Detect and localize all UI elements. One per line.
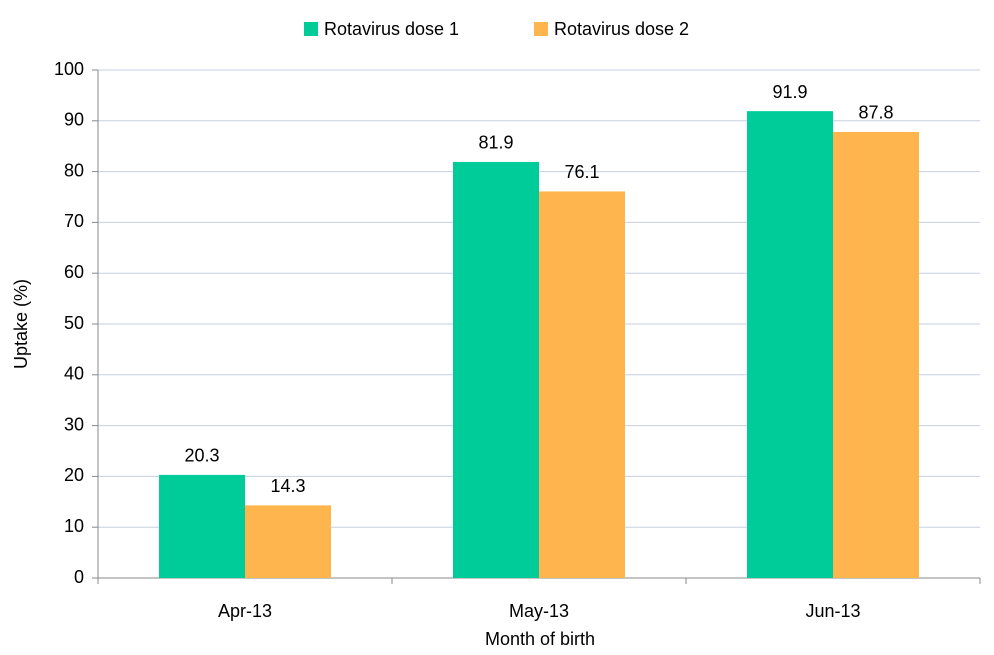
x-axis-label: Month of birth [485,629,595,649]
legend-swatch [304,22,318,36]
legend-label: Rotavirus dose 2 [554,19,689,39]
x-tick-label: Jun-13 [805,601,860,621]
y-tick-label: 60 [64,262,84,282]
y-tick-label: 30 [64,414,84,434]
bar [245,505,331,578]
y-tick-label: 40 [64,364,84,384]
y-tick-label: 80 [64,160,84,180]
data-label: 81.9 [478,133,513,153]
data-label: 91.9 [772,82,807,102]
data-label: 14.3 [270,476,305,496]
bar [159,474,245,578]
bar [833,131,919,578]
x-tick-label: May-13 [509,601,569,621]
bar [453,161,539,578]
legend-swatch [534,22,548,36]
y-tick-label: 20 [64,465,84,485]
x-tick-label: Apr-13 [218,601,272,621]
data-label: 20.3 [184,446,219,466]
y-tick-label: 70 [64,211,84,231]
y-tick-label: 50 [64,313,84,333]
data-label: 76.1 [564,162,599,182]
data-label: 87.8 [858,103,893,123]
y-tick-label: 0 [74,567,84,587]
y-tick-label: 90 [64,110,84,130]
legend-label: Rotavirus dose 1 [324,19,459,39]
bar [747,111,833,578]
y-tick-label: 100 [54,59,84,79]
y-tick-label: 10 [64,516,84,536]
y-axis-label: Uptake (%) [11,279,31,369]
bar [539,191,625,579]
